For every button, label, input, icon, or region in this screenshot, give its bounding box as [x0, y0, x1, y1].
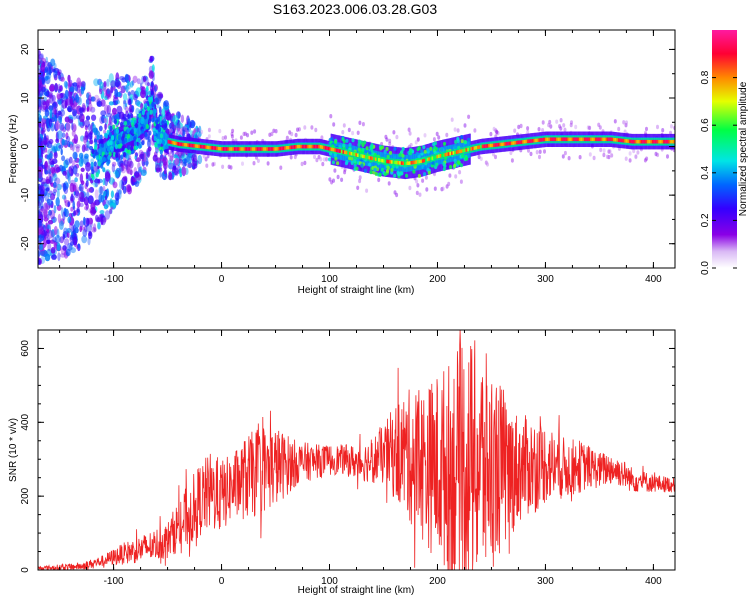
snr-x-tick-label: -100: [104, 576, 124, 587]
colorbar-label: Normalized spectral amplitude: [738, 81, 749, 216]
snr-series-line: [38, 330, 675, 570]
colorbar-tick-label: 0.8: [700, 70, 711, 84]
colorbar-gradient: [712, 30, 737, 268]
snr-x-tick-label: 300: [537, 576, 554, 587]
spectrogram-image: [38, 49, 675, 266]
snr-x-tick-label: 400: [645, 576, 662, 587]
snr-y-label: SNR (10 * v/v): [8, 418, 19, 482]
spectrogram-x-tick-label: -100: [104, 274, 124, 285]
spectrogram-y-tick-label: -10: [20, 187, 31, 202]
snr-x-tick-label: 100: [321, 576, 338, 587]
colorbar-tick-label: 0.4: [700, 165, 711, 179]
snr-y-tick-label: 600: [20, 340, 31, 357]
spectrogram-x-label: Height of straight line (km): [298, 285, 415, 296]
snr-y-tick-label: 400: [20, 414, 31, 431]
spectrogram-x-tick-label: 200: [429, 274, 446, 285]
colorbar-tick-label: 0.2: [700, 213, 711, 227]
snr-y-tick-label: 200: [20, 487, 31, 504]
snr-panel: -100 0 100 200 300 400 0 200 400 600 Height of st…: [8, 329, 676, 596]
colorbar-tick-label: 0.6: [700, 118, 711, 132]
spectrogram-x-tick-label: 0: [219, 274, 225, 285]
spectrogram-y-tick-label: 20: [20, 43, 31, 55]
colorbar: 0.0 0.2 0.4 0.6 0.8 Normalized spectral ampl…: [700, 30, 749, 275]
spectrogram-x-tick-label: 300: [537, 274, 554, 285]
spectrogram-y-tick-label: 10: [20, 92, 31, 104]
spectrogram-y-label: Frequency (Hz): [8, 115, 19, 184]
spectrogram-x-tick-label: 100: [321, 274, 338, 285]
snr-x-label: Height of straight line (km): [298, 585, 415, 596]
figure-title: S163.2023.006.03.28.G03: [273, 1, 437, 17]
colorbar-ticks: 0.0 0.2 0.4 0.6 0.8: [700, 70, 737, 275]
snr-x-tick-label: 200: [429, 576, 446, 587]
spectrogram-y-tick-label: -20: [20, 236, 31, 251]
spectrogram-y-tick-label: 0: [20, 143, 31, 149]
snr-ticks: -100 0 100 200 300 400 0 200 400 600: [20, 329, 675, 587]
snr-y-tick-label: 0: [20, 567, 31, 573]
snr-x-tick-label: 0: [219, 576, 225, 587]
colorbar-tick-label: 0.0: [700, 261, 711, 275]
spectrogram-x-tick-label: 400: [645, 274, 662, 285]
